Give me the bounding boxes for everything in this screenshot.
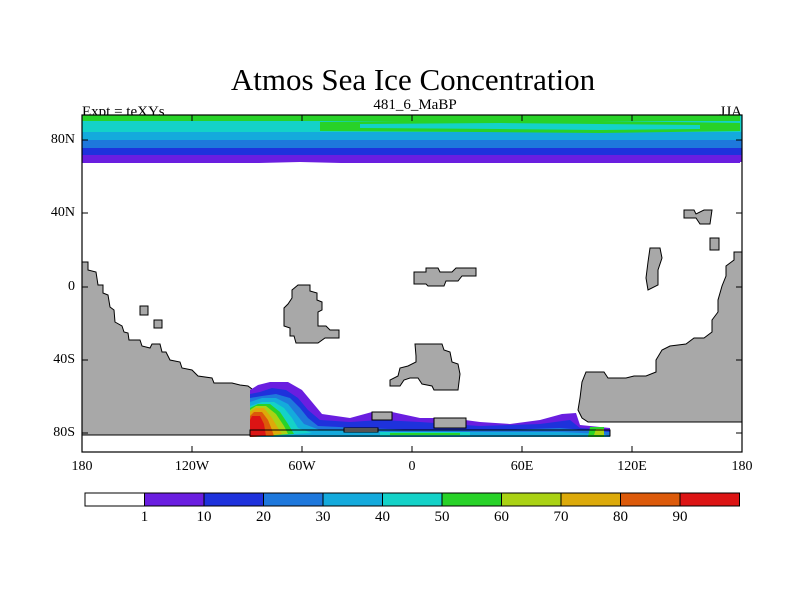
land-island-e — [709, 237, 720, 251]
colorbar-box-5 — [382, 492, 443, 507]
colorbar-label-80: 80 — [613, 509, 628, 525]
land-americas — [81, 261, 265, 436]
lat-label-40s: 40S — [53, 352, 75, 367]
colorbar — [84, 492, 740, 507]
arctic-ice-field — [82, 115, 742, 163]
colorbar-label-70: 70 — [553, 509, 569, 525]
southern-ice-band-90 — [250, 416, 266, 437]
colorbar-box-8 — [560, 492, 621, 507]
colorbar-label-20: 20 — [256, 509, 271, 525]
colorbar-label-30: 30 — [315, 509, 331, 525]
colorbar-box-10 — [679, 492, 740, 507]
lon-label-120w: 120W — [174, 459, 210, 474]
lat-label-80n: 80N — [50, 132, 75, 147]
lat-label-0: 0 — [68, 279, 75, 294]
lon-label-60w: 60W — [288, 459, 316, 474]
land-central-island — [389, 343, 461, 391]
land-asia-pacific — [577, 251, 743, 423]
southern-ice-band-50-mid — [390, 433, 460, 435]
colorbar-box-9 — [620, 492, 681, 507]
land-eurasia-strip — [413, 267, 477, 287]
land-island-a — [139, 305, 149, 316]
lon-label-0: 0 — [408, 459, 416, 474]
colorbar-label-1: 1 — [140, 509, 149, 525]
land-island-d — [683, 209, 713, 225]
plot-ticks — [81, 115, 743, 452]
map-title: Atmos Sea Ice Concentration — [230, 62, 596, 97]
arctic-band-40-inner — [360, 123, 700, 130]
lat-label-40n: 40N — [50, 205, 75, 220]
colorbar-box-6 — [441, 492, 502, 507]
land-africa — [283, 284, 340, 344]
arctic-ice-edge — [82, 160, 740, 163]
colorbar-label-50: 50 — [434, 509, 450, 525]
colorbar-label-90: 90 — [672, 509, 688, 525]
colorbar-label-60: 60 — [494, 509, 509, 525]
colorbar-box-1 — [144, 492, 205, 507]
colorbar-box-7 — [501, 492, 562, 507]
colorbar-box-0 — [84, 492, 145, 507]
land-island-f — [371, 411, 393, 421]
land-island-b — [153, 319, 163, 329]
lon-label-60e: 60E — [510, 459, 534, 474]
land-island-c — [645, 247, 663, 291]
antarctic-ice-box — [249, 429, 611, 437]
colorbar-box-2 — [203, 492, 264, 507]
lon-label-120e: 120E — [617, 459, 647, 474]
colorbar-box-4 — [322, 492, 383, 507]
antarctic-ice-field — [249, 382, 611, 437]
colorbar-box-3 — [263, 492, 324, 507]
lon-label-180w: 180 — [71, 459, 93, 474]
southern-ice-band-10 — [250, 388, 610, 437]
colorbar-label-40: 40 — [375, 509, 390, 525]
arctic-band-60 — [82, 115, 740, 121]
land-island-g — [433, 417, 467, 429]
lon-label-180e: 180 — [731, 459, 753, 474]
colorbar-label-10: 10 — [196, 509, 212, 525]
run-id-label: 481_6_MaBP — [373, 97, 457, 113]
lat-label-80s: 80S — [53, 425, 75, 440]
